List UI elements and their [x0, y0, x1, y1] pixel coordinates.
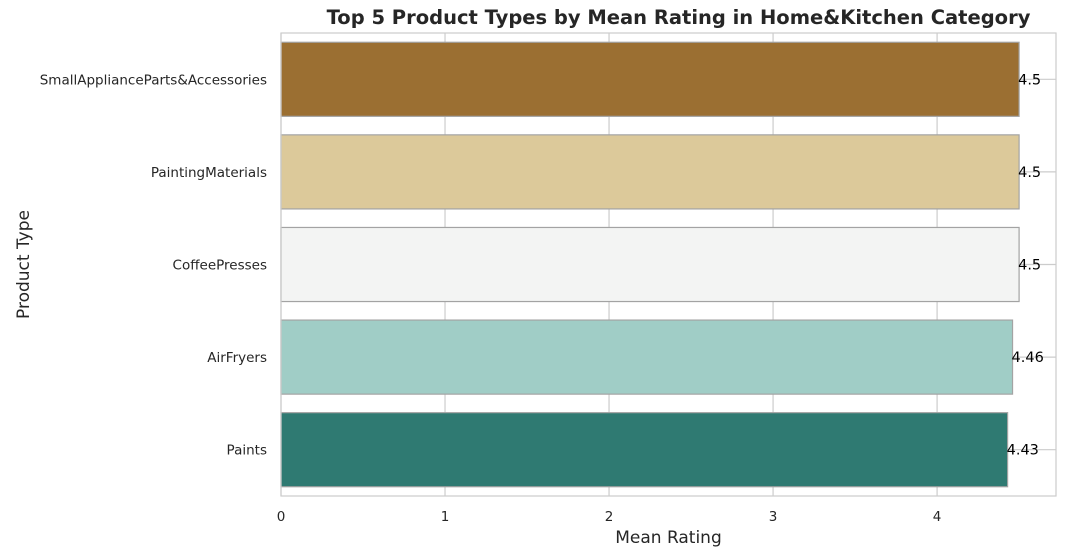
plot-frame: [280, 32, 1057, 497]
data-label-1: 4.5: [1018, 165, 1041, 181]
x-tick-label-3: 3: [769, 509, 778, 525]
x-tick-label-0: 0: [277, 509, 286, 525]
x-tick-label-4: 4: [933, 509, 942, 525]
y-tick-label-2: CoffeePresses: [173, 258, 267, 274]
x-axis-label: Mean Rating: [615, 528, 722, 548]
bar-3: [280, 319, 1014, 395]
y-axis-label: Product Type: [14, 210, 34, 319]
bar-1: [280, 134, 1020, 210]
y-tick-label-0: SmallApplianceParts&Accessories: [40, 72, 267, 88]
data-label-0: 4.5: [1018, 72, 1041, 88]
bar-0: [280, 41, 1020, 117]
y-tick-label-4: Paints: [227, 443, 267, 459]
data-label-3: 4.46: [1012, 350, 1044, 366]
bars: [280, 41, 1020, 488]
y-ticks: SmallApplianceParts&Accessories PaintingM…: [40, 72, 267, 458]
x-tick-label-1: 1: [441, 509, 450, 525]
data-labels: 4.5 4.5 4.5 4.46 4.43: [1007, 72, 1044, 458]
x-ticks: 0 1 2 3 4: [277, 509, 942, 525]
bar-2: [280, 226, 1020, 303]
x-tick-label-2: 2: [605, 509, 614, 525]
data-label-4: 4.43: [1007, 443, 1039, 459]
y-tick-label-1: PaintingMaterials: [151, 165, 267, 181]
chart-title: Top 5 Product Types by Mean Rating in Ho…: [327, 6, 1031, 29]
bar-4: [280, 412, 1009, 488]
data-label-2: 4.5: [1018, 258, 1041, 274]
y-tick-label-3: AirFryers: [207, 350, 267, 366]
